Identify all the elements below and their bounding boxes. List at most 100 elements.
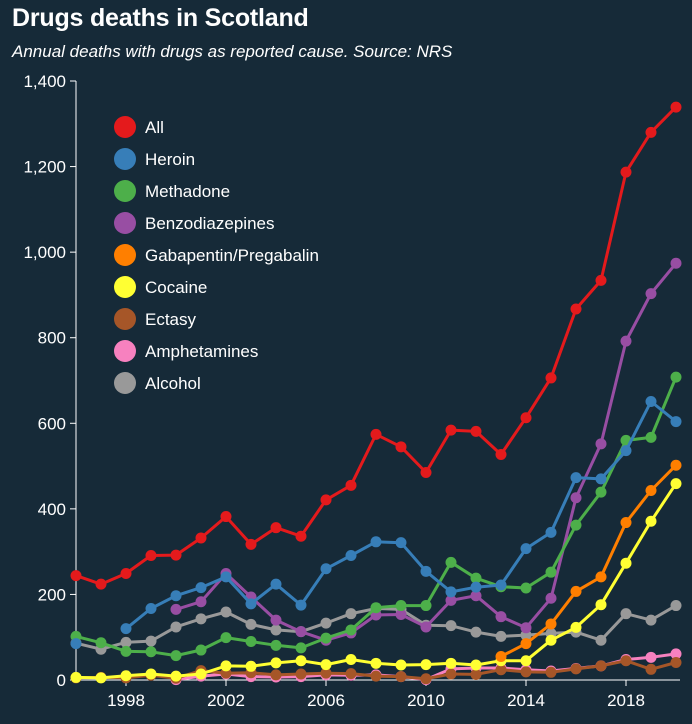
data-point-methadone xyxy=(395,600,407,612)
data-point-cocaine xyxy=(345,653,357,665)
legend-label-benzodiazepines: Benzodiazepines xyxy=(145,214,274,233)
data-point-heroin xyxy=(670,416,682,428)
data-point-alcohol xyxy=(245,618,257,630)
data-point-cocaine xyxy=(645,515,657,527)
data-point-cocaine xyxy=(545,634,557,646)
series-line-benzodiazepines xyxy=(175,262,678,642)
y-tick-label: 200 xyxy=(38,585,66,604)
data-point-alcohol xyxy=(620,608,632,620)
data-point-methadone xyxy=(420,600,432,612)
data-point-heroin xyxy=(195,582,207,594)
data-point-heroin xyxy=(520,543,532,555)
data-point-all xyxy=(645,126,657,138)
legend-marker-all xyxy=(114,116,136,138)
data-point-methadone xyxy=(220,632,232,644)
data-point-all xyxy=(420,466,432,478)
data-point-alcohol xyxy=(670,600,682,612)
data-point-heroin xyxy=(320,563,332,575)
data-point-alcohol xyxy=(220,606,232,618)
data-point-benzodiazepines xyxy=(545,592,557,604)
data-point-gabapentin-pregabalin xyxy=(620,517,632,529)
y-tick-label: 400 xyxy=(38,500,66,519)
data-point-heroin xyxy=(595,473,607,485)
data-point-ectasy xyxy=(520,666,532,678)
x-tick-label: 2010 xyxy=(407,691,445,710)
data-point-all xyxy=(270,522,282,534)
data-point-benzodiazepines xyxy=(670,257,682,269)
data-point-benzodiazepines xyxy=(520,622,532,634)
data-point-alcohol xyxy=(595,634,607,646)
data-point-ectasy xyxy=(370,670,382,682)
data-point-methadone xyxy=(120,645,132,657)
data-point-heroin xyxy=(470,581,482,593)
data-point-methadone xyxy=(445,556,457,568)
data-point-heroin xyxy=(545,526,557,538)
data-point-alcohol xyxy=(170,621,182,633)
data-point-cocaine xyxy=(595,599,607,611)
data-point-ectasy xyxy=(420,673,432,685)
data-point-methadone xyxy=(520,582,532,594)
data-point-gabapentin-pregabalin xyxy=(645,484,657,496)
data-point-ectasy xyxy=(345,668,357,680)
data-point-cocaine xyxy=(470,659,482,671)
data-point-cocaine xyxy=(570,621,582,633)
x-tick-label: 2018 xyxy=(607,691,645,710)
data-point-alcohol xyxy=(495,630,507,642)
data-point-cocaine xyxy=(370,657,382,669)
data-point-ectasy xyxy=(295,668,307,680)
data-point-heroin xyxy=(445,586,457,598)
data-point-all xyxy=(295,530,307,542)
data-point-benzodiazepines xyxy=(170,603,182,615)
data-point-alcohol xyxy=(320,617,332,629)
legend-label-cocaine: Cocaine xyxy=(145,278,207,297)
data-point-all xyxy=(120,567,132,579)
data-point-methadone xyxy=(545,566,557,578)
data-point-all xyxy=(245,538,257,550)
data-point-methadone xyxy=(345,624,357,636)
data-point-benzodiazepines xyxy=(620,335,632,347)
data-point-cocaine xyxy=(395,659,407,671)
data-point-all xyxy=(595,274,607,286)
data-point-heroin xyxy=(345,549,357,561)
x-tick-label: 2006 xyxy=(307,691,345,710)
data-point-cocaine xyxy=(270,657,282,669)
data-point-all xyxy=(145,549,157,561)
data-point-all xyxy=(320,494,332,506)
legend-marker-gabapentin-pregabalin xyxy=(114,244,136,266)
data-point-cocaine xyxy=(145,668,157,680)
data-point-alcohol xyxy=(270,624,282,636)
data-point-heroin xyxy=(495,579,507,591)
data-point-alcohol xyxy=(645,614,657,626)
data-point-cocaine xyxy=(295,655,307,667)
data-point-benzodiazepines xyxy=(445,594,457,606)
data-point-gabapentin-pregabalin xyxy=(570,585,582,597)
legend-label-methadone: Methadone xyxy=(145,182,230,201)
legend-label-amphetamines: Amphetamines xyxy=(145,342,258,361)
data-point-methadone xyxy=(295,642,307,654)
legend-label-heroin: Heroin xyxy=(145,150,195,169)
data-point-cocaine xyxy=(520,655,532,667)
x-tick-label: 2014 xyxy=(507,691,545,710)
y-tick-label: 600 xyxy=(38,414,66,433)
legend-label-alcohol: Alcohol xyxy=(145,374,201,393)
data-point-heroin xyxy=(395,537,407,549)
y-tick-label: 1,400 xyxy=(23,72,66,91)
data-point-heroin xyxy=(70,638,82,650)
legend-marker-heroin xyxy=(114,148,136,170)
data-point-gabapentin-pregabalin xyxy=(670,459,682,471)
data-point-benzodiazepines xyxy=(295,626,307,638)
y-tick-label: 1,200 xyxy=(23,158,66,177)
data-point-heroin xyxy=(145,603,157,615)
data-point-ectasy xyxy=(320,667,332,679)
data-point-all xyxy=(620,166,632,178)
data-point-methadone xyxy=(670,371,682,383)
data-point-cocaine xyxy=(220,660,232,672)
data-point-gabapentin-pregabalin xyxy=(595,571,607,583)
data-point-all xyxy=(470,425,482,437)
data-point-methadone xyxy=(270,639,282,651)
data-point-methadone xyxy=(370,602,382,614)
data-point-all xyxy=(95,578,107,590)
data-point-methadone xyxy=(145,646,157,658)
